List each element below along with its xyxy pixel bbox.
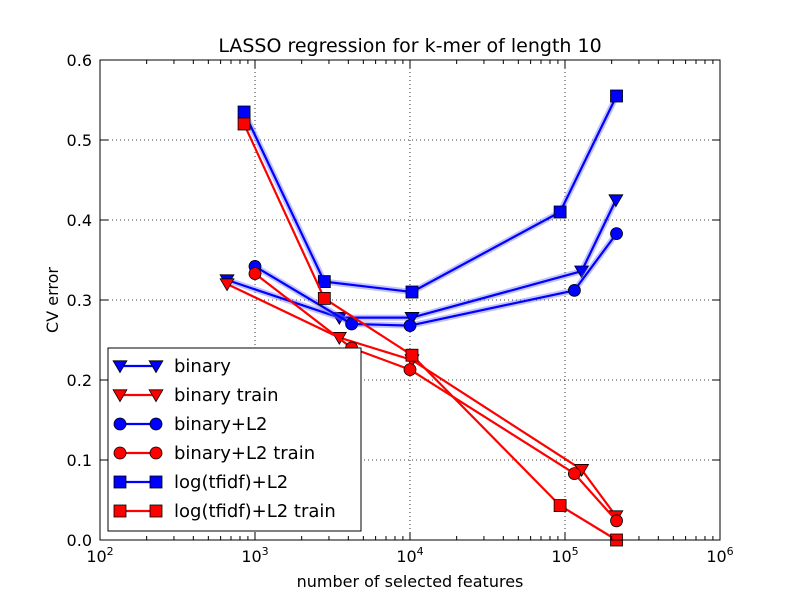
y-tick-label: 0.0 xyxy=(67,531,92,550)
data-point xyxy=(568,467,581,481)
legend-marker xyxy=(113,417,127,431)
legend-label: binary xyxy=(174,356,231,377)
data-point xyxy=(405,285,419,299)
data-point xyxy=(610,514,623,528)
y-tick-label: 0.4 xyxy=(67,211,92,230)
series-4 xyxy=(237,89,623,299)
legend-item: log(tfidf)+L2 xyxy=(113,472,288,493)
data-point xyxy=(345,317,359,331)
legend-item: binary xyxy=(112,356,231,377)
series-5 xyxy=(237,117,623,547)
chart-title: LASSO regression for k-mer of length 10 xyxy=(218,35,601,57)
data-point xyxy=(219,278,235,292)
x-tick-exponent: 4 xyxy=(417,545,424,558)
legend-label: binary train xyxy=(174,385,279,406)
x-tick-exponent: 6 xyxy=(727,545,734,558)
data-point xyxy=(237,117,251,131)
data-point xyxy=(610,227,623,241)
x-tick-exponent: 2 xyxy=(107,545,114,558)
legend-marker xyxy=(113,475,127,489)
legend-label: binary+L2 train xyxy=(174,443,315,464)
x-tick-base: 10 xyxy=(706,547,726,566)
legend-item: binary+L2 train xyxy=(113,443,315,464)
legend-label: log(tfidf)+L2 train xyxy=(174,501,336,522)
data-point xyxy=(237,105,251,119)
x-tick-exponent: 3 xyxy=(262,545,269,558)
legend-label: binary+L2 xyxy=(174,414,267,435)
x-tick-label: 104 xyxy=(396,545,423,566)
legend-box xyxy=(107,347,362,532)
legend-item: binary train xyxy=(112,385,279,406)
legend-marker xyxy=(149,504,163,518)
data-point xyxy=(403,363,417,377)
legend: binary binary train binary+L2 binary+L2 tra… xyxy=(107,347,362,532)
x-tick-base: 10 xyxy=(551,547,571,566)
data-point xyxy=(574,265,590,279)
data-point xyxy=(248,267,262,281)
legend-marker xyxy=(113,446,127,460)
x-axis-label: number of selected features xyxy=(297,572,524,591)
legend-marker xyxy=(149,475,163,489)
data-point xyxy=(568,283,581,297)
legend-marker xyxy=(113,504,127,518)
y-tick-label: 0.5 xyxy=(67,131,92,150)
data-point xyxy=(610,89,623,103)
data-point xyxy=(317,291,331,305)
legend-item: log(tfidf)+L2 train xyxy=(113,501,336,522)
y-tick-label: 0.1 xyxy=(67,451,92,470)
y-tick-label: 0.3 xyxy=(67,291,92,310)
legend-marker xyxy=(148,360,164,374)
data-point xyxy=(403,319,417,333)
plot-area xyxy=(219,89,624,547)
legend-label: log(tfidf)+L2 xyxy=(174,472,288,493)
x-tick-label: 106 xyxy=(706,545,733,566)
x-tick-base: 10 xyxy=(86,547,106,566)
legend-marker xyxy=(148,389,164,403)
x-tick-label: 102 xyxy=(86,545,113,566)
data-point xyxy=(404,312,420,325)
x-tick-base: 10 xyxy=(241,547,261,566)
legend-marker xyxy=(112,360,128,374)
data-point xyxy=(317,275,331,289)
data-point xyxy=(553,205,567,219)
y-tick-label: 0.6 xyxy=(67,51,92,70)
x-tick-label: 105 xyxy=(551,545,578,566)
legend-marker xyxy=(112,389,128,403)
data-point xyxy=(608,194,624,208)
grid-lines xyxy=(100,60,720,540)
data-point xyxy=(553,499,567,513)
data-point xyxy=(405,348,419,362)
series-3 xyxy=(248,267,623,528)
x-tick-label: 103 xyxy=(241,545,268,566)
y-axis-label: CV error xyxy=(43,267,62,333)
legend-marker xyxy=(149,417,163,431)
legend-item: binary+L2 xyxy=(113,414,267,435)
x-tick-exponent: 5 xyxy=(572,545,579,558)
legend-marker xyxy=(149,446,163,460)
x-tick-base: 10 xyxy=(396,547,416,566)
y-tick-label: 0.2 xyxy=(67,371,92,390)
